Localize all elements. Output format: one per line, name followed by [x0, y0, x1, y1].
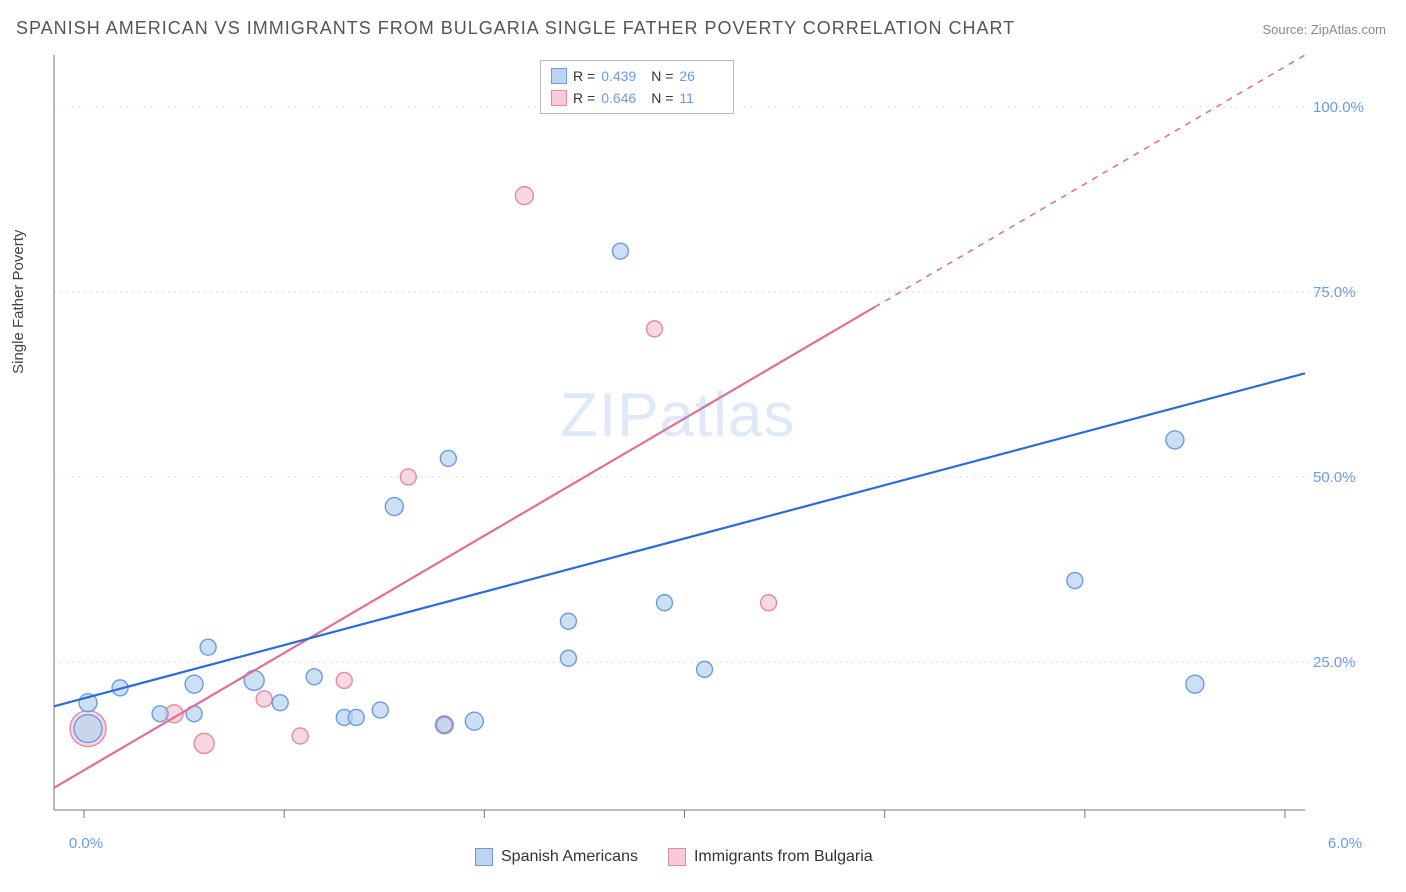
swatch-series-b [551, 90, 567, 106]
stat-n-label: N = [651, 87, 673, 109]
swatch-series-a [475, 848, 493, 866]
svg-text:25.0%: 25.0% [1313, 654, 1356, 671]
legend-item-b: Immigrants from Bulgaria [668, 848, 873, 866]
swatch-series-b [668, 848, 686, 866]
watermark: ZIPatlas [560, 380, 795, 451]
legend-label-a: Spanish Americans [501, 848, 638, 866]
chart-container: SPANISH AMERICAN VS IMMIGRANTS FROM BULG… [0, 0, 1406, 892]
stat-r-label: R = [573, 87, 595, 109]
svg-text:100.0%: 100.0% [1313, 99, 1364, 116]
stats-row-a: R = 0.439 N = 26 [551, 65, 723, 87]
bottom-legend: Spanish Americans Immigrants from Bulgar… [475, 848, 873, 866]
stat-r-label: R = [573, 65, 595, 87]
legend-label-b: Immigrants from Bulgaria [694, 848, 873, 866]
legend-item-a: Spanish Americans [475, 848, 638, 866]
svg-text:0.0%: 0.0% [69, 835, 103, 852]
svg-text:6.0%: 6.0% [1328, 835, 1362, 852]
svg-text:50.0%: 50.0% [1313, 469, 1356, 486]
svg-text:75.0%: 75.0% [1313, 284, 1356, 301]
stat-r-b: 0.646 [601, 87, 645, 109]
stat-r-a: 0.439 [601, 65, 645, 87]
stat-n-a: 26 [679, 65, 723, 87]
stats-row-b: R = 0.646 N = 11 [551, 87, 723, 109]
stat-n-b: 11 [679, 87, 723, 109]
stats-legend: R = 0.439 N = 26 R = 0.646 N = 11 [540, 60, 734, 114]
stat-n-label: N = [651, 65, 673, 87]
swatch-series-a [551, 68, 567, 84]
